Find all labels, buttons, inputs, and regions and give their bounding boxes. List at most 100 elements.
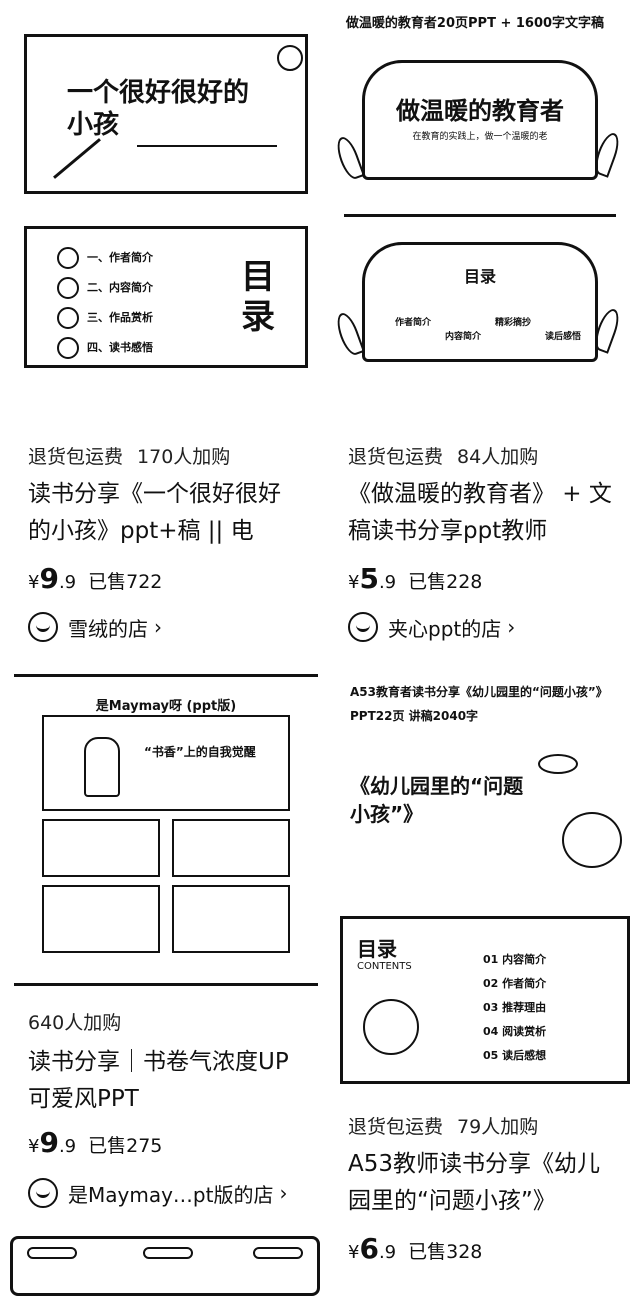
toc-bullet-icon xyxy=(57,247,79,269)
toc-bullet-icon xyxy=(57,337,79,359)
sold-count: 已售228 xyxy=(408,571,483,593)
toc-item: 四、读书感悟 xyxy=(57,337,153,359)
chevron-right-icon: › xyxy=(279,1181,288,1205)
return-shipping-tag: 退货包运费 xyxy=(348,446,444,468)
shop-avatar-icon xyxy=(28,612,58,642)
shop-name: 雪绒的店 xyxy=(68,616,148,641)
slide-title: “书香”上的自我觉醒 xyxy=(144,745,256,759)
toc-title: 目录 xyxy=(241,257,275,337)
product-thumbnail-toc[interactable]: 目录 作者简介 内容简介 精彩摘抄 读后感悟 xyxy=(330,232,630,392)
toc-item: 二、内容简介 xyxy=(57,277,153,299)
shop-name: 是Maymay…pt版的店 xyxy=(68,1182,274,1207)
toc-item: 03 推荐理由 xyxy=(483,1001,547,1014)
toc-item: 05 读后感想 xyxy=(483,1049,547,1062)
sold-count: 已售328 xyxy=(408,1241,483,1263)
return-shipping-tag: 退货包运费 xyxy=(28,446,124,468)
toc-title: 目录 xyxy=(357,937,397,961)
thumb-caption: 是Maymay呀 (ppt版) xyxy=(95,699,237,714)
slide-preview xyxy=(172,819,290,877)
price-decimal: .9 xyxy=(58,1136,77,1157)
character-face-icon xyxy=(562,812,622,868)
product-thumbnail-cover[interactable]: 一个很好很好的小孩 xyxy=(24,34,308,194)
product-thumbnail-toc[interactable]: 目录 一、作者简介 二、内容简介 三、作品赏析 四、读书感悟 xyxy=(24,226,308,368)
product-thumbnail[interactable]: A53教育者读书分享《幼儿园里的“问题小孩”》PPT22页 讲稿2040字 《幼… xyxy=(330,672,630,1088)
price-row: ¥5.9 已售228 xyxy=(348,562,482,595)
shop-link[interactable]: 是Maymay…pt版的店 › xyxy=(28,1178,287,1208)
add-to-cart-count: 170人加购 xyxy=(137,446,231,468)
currency-symbol: ¥ xyxy=(28,572,40,593)
slide-title: 一个很好很好的小孩 xyxy=(67,78,250,140)
divider xyxy=(137,145,277,147)
sun-icon xyxy=(277,45,303,71)
slide-preview-toc: 目录 CONTENTS 01 内容简介 02 作者简介 03 推荐理由 04 阅… xyxy=(340,916,630,1084)
character-illustration xyxy=(84,737,120,797)
price-row: ¥9.9 已售275 xyxy=(28,1126,162,1159)
shop-avatar-icon xyxy=(28,1178,58,1208)
thumb-caption: 做温暖的教育者20页PPT + 1600字文字稿 xyxy=(345,16,605,31)
product-title[interactable]: A53教师读书分享《幼儿园里的“问题小孩”》 xyxy=(348,1151,601,1214)
product-thumbnail-next[interactable] xyxy=(10,1236,320,1296)
toc-item: 精彩摘抄 xyxy=(495,318,532,328)
return-shipping-tag: 退货包运费 xyxy=(348,1116,444,1138)
product-title[interactable]: 读书分享《一个很好很好的小孩》ppt+稿 || 电 xyxy=(28,481,281,544)
slide-title: 《幼儿园里的“问题小孩”》 xyxy=(350,774,524,826)
product-thumbnail-cover[interactable]: 做温暖的教育者 在教育的实践上，做一个温暖的老 xyxy=(330,36,630,220)
add-to-cart-count: 84人加购 xyxy=(457,446,539,468)
halo-icon xyxy=(538,754,578,774)
product-meta: 退货包运费 84人加购 xyxy=(348,442,538,469)
chevron-right-icon: › xyxy=(154,615,162,639)
toc-bullet-icon xyxy=(57,277,79,299)
product-thumbnail[interactable]: 是Maymay呀 (ppt版) “书香”上的自我觉醒 xyxy=(14,674,318,986)
product-title[interactable]: 读书分享｜书卷气浓度UP可爱风PPT xyxy=(28,1049,289,1112)
price-row: ¥6.9 已售328 xyxy=(348,1232,482,1265)
book-illustration: 目录 作者简介 内容简介 精彩摘抄 读后感悟 xyxy=(362,242,598,362)
product-meta: 退货包运费 79人加购 xyxy=(348,1112,538,1139)
slide-title: 做温暖的教育者 xyxy=(396,97,564,125)
book-illustration: 做温暖的教育者 在教育的实践上，做一个温暖的老 xyxy=(362,60,598,180)
product-meta: 退货包运费 170人加购 xyxy=(28,442,230,469)
toc-item: 读后感悟 xyxy=(545,332,582,342)
add-to-cart-count: 640人加购 xyxy=(28,1012,122,1034)
branch-decoration xyxy=(53,138,101,179)
product-title[interactable]: 《做温暖的教育者》 + 文稿读书分享ppt教师 xyxy=(348,481,612,544)
shop-link[interactable]: 雪绒的店 › xyxy=(28,612,162,642)
slide-subtitle: 在教育的实践上，做一个温暖的老 xyxy=(412,132,548,142)
sold-count: 已售722 xyxy=(88,571,163,593)
price-decimal: .9 xyxy=(58,572,77,593)
price-integer: 6 xyxy=(359,1232,379,1265)
slide-preview xyxy=(253,1247,303,1259)
slide-preview xyxy=(42,819,160,877)
toc-item: 01 内容简介 xyxy=(483,953,547,966)
currency-symbol: ¥ xyxy=(348,572,360,593)
shop-name: 夹心ppt的店 xyxy=(388,616,502,641)
price-row: ¥9.9 已售722 xyxy=(28,562,162,595)
currency-symbol: ¥ xyxy=(28,1136,40,1157)
chevron-right-icon: › xyxy=(507,615,516,639)
product-meta: 640人加购 xyxy=(28,1008,121,1035)
slide-preview: “书香”上的自我觉醒 xyxy=(42,715,290,811)
sold-count: 已售275 xyxy=(88,1135,163,1157)
slide-preview xyxy=(172,885,290,953)
toc-title: 目录 xyxy=(463,267,496,286)
price-integer: 5 xyxy=(359,562,379,595)
toc-item: 04 阅读赏析 xyxy=(483,1025,547,1038)
leaf-decoration xyxy=(333,310,365,358)
toc-bullet-icon xyxy=(57,307,79,329)
character-face-icon xyxy=(363,999,419,1055)
add-to-cart-count: 79人加购 xyxy=(457,1116,539,1138)
toc-item: 02 作者简介 xyxy=(483,977,547,990)
leaf-decoration xyxy=(333,134,365,182)
toc-item: 内容简介 xyxy=(445,332,482,342)
ground-line xyxy=(344,214,616,217)
shop-avatar-icon xyxy=(348,612,378,642)
toc-item: 作者简介 xyxy=(395,318,432,328)
shop-link[interactable]: 夹心ppt的店 › xyxy=(348,612,515,642)
price-decimal: .9 xyxy=(378,572,397,593)
slide-preview xyxy=(27,1247,77,1259)
slide-preview xyxy=(42,885,160,953)
toc-subtitle: CONTENTS xyxy=(357,961,412,972)
price-decimal: .9 xyxy=(378,1242,397,1263)
toc-item: 三、作品赏析 xyxy=(57,307,153,329)
currency-symbol: ¥ xyxy=(348,1242,360,1263)
price-integer: 9 xyxy=(39,1126,59,1159)
